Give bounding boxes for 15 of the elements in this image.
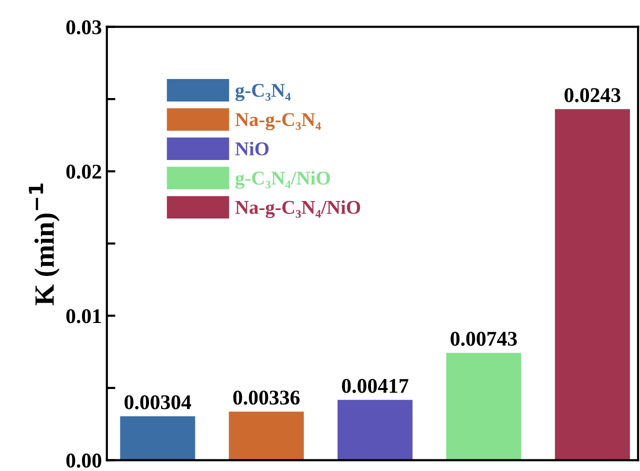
y-tick-label: 0.03 [66,20,102,34]
y-tick-label: 0.01 [66,309,101,324]
legend-label: g-C₃N₄ [235,84,291,101]
y-axis-title: K (min)$^{−1}$ [28,184,60,306]
legend-label: Na-g-C₃N₄/NiO [235,200,360,218]
data-label: 0.00743 [450,332,517,346]
data-label: 0.00304 [124,395,192,410]
legend-label: Na-g-C₃N₄ [235,113,321,130]
y-tick-label: 0.00 [66,454,102,468]
y-tick-label: 0.02 [66,164,102,179]
data-label: 0.0243 [564,88,620,102]
legend-label: g-C₃N₄/NiO [235,171,330,189]
data-label: 0.00336 [233,390,300,405]
legend-label: NiO [235,142,269,156]
data-label: 0.00417 [342,378,408,394]
